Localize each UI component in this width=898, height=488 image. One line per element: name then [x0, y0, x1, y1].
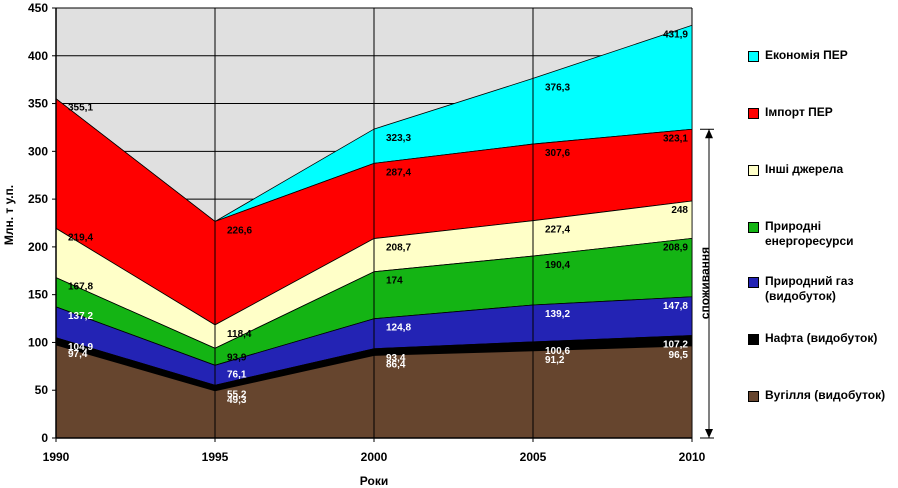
data-labels: 97,4 49,3 86,4 91,2 96,5 104,9 55,2 93,4 100,6 10…: [68, 29, 688, 406]
legend-item: Імпорт ПЕР: [748, 105, 833, 120]
y-tick-label: 50: [35, 383, 49, 397]
legend-swatch: [748, 51, 759, 62]
consumption-bracket-label: споживання: [698, 247, 712, 319]
data-label: 323,1: [663, 133, 688, 144]
data-label: 118,4: [227, 329, 252, 340]
legend-swatch: [748, 165, 759, 176]
x-tick-label: 2010: [679, 450, 706, 464]
legend-label: Природні енергоресурси: [765, 219, 854, 248]
legend-label: Вугілля (видобуток): [765, 388, 886, 402]
data-label: 307,6: [545, 148, 570, 159]
legend-swatch: [748, 391, 759, 402]
y-tick-label: 0: [41, 431, 48, 445]
data-label: 124,8: [386, 323, 411, 334]
legend-swatch: [748, 222, 759, 233]
y-tick-label: 400: [28, 49, 48, 63]
legend-swatch: [748, 334, 759, 345]
data-label: 137,2: [68, 311, 93, 322]
data-label: 93,9: [227, 352, 247, 363]
data-label: 91,2: [545, 355, 565, 366]
data-label: 107,2: [663, 340, 688, 351]
data-label: 431,9: [663, 29, 688, 40]
legend-item: Нафта (видобуток): [748, 331, 877, 346]
x-tick-label: 2000: [361, 450, 388, 464]
legend: Економія ПЕР Імпорт ПЕР Інші джерела Природ…: [748, 0, 898, 488]
legend-item: Вугілля (видобуток): [748, 388, 885, 403]
x-tick-label: 1995: [202, 450, 229, 464]
data-label: 227,4: [545, 225, 570, 236]
bracket-arrow-down: [705, 429, 713, 438]
data-label: 55,2: [227, 389, 247, 400]
legend-label: Природний газ (видобуток): [765, 274, 854, 303]
data-label: 93,4: [386, 353, 406, 364]
axes: [52, 7, 693, 442]
data-label: 248: [671, 205, 688, 216]
y-tick-label: 450: [28, 1, 48, 15]
legend-swatch: [748, 108, 759, 119]
bracket-arrow-up: [705, 129, 713, 139]
y-tick-labels: 0 50 100 150 200 250 300 350 400 450: [28, 1, 48, 445]
series-areas: [55, 8, 693, 439]
data-label: 86,4: [386, 359, 406, 370]
y-axis-title: Млн. т у.п.: [2, 185, 16, 245]
x-tick-labels: 1990 1995 2000 2005 2010: [43, 450, 706, 464]
data-label: 104,9: [68, 342, 93, 353]
legend-swatch: [748, 277, 759, 288]
y-tick-label: 300: [28, 144, 48, 158]
data-label: 167,8: [68, 282, 93, 293]
data-label: 139,2: [545, 309, 570, 320]
data-label: 376,3: [545, 82, 570, 93]
legend-label: Економія ПЕР: [765, 48, 848, 62]
y-tick-label: 150: [28, 288, 48, 302]
consumption-bracket: [700, 128, 714, 439]
y-tick-label: 100: [28, 335, 48, 349]
legend-item: Інші джерела: [748, 162, 843, 177]
data-label: 147,8: [663, 301, 688, 312]
y-tick-label: 250: [28, 192, 48, 206]
data-label: 97,4: [68, 349, 88, 360]
data-label: 49,3: [227, 395, 247, 406]
data-label: 355,1: [68, 103, 93, 114]
y-tick-label: 200: [28, 240, 48, 254]
data-label: 76,1: [227, 369, 247, 380]
data-label: 226,6: [227, 225, 252, 236]
data-label: 100,6: [545, 346, 570, 357]
data-label: 190,4: [545, 260, 570, 271]
data-label: 208,9: [663, 242, 688, 253]
legend-item: Економія ПЕР: [748, 48, 848, 63]
legend-label: Нафта (видобуток): [765, 331, 878, 345]
y-tick-label: 350: [28, 97, 48, 111]
x-tick-label: 1990: [43, 450, 70, 464]
data-label: 208,7: [386, 243, 411, 254]
data-label: 96,5: [669, 350, 689, 361]
legend-label: Інші джерела: [765, 162, 844, 176]
legend-item: Природні енергоресурси: [748, 219, 854, 249]
legend-item: Природний газ (видобуток): [748, 274, 854, 304]
data-label: 287,4: [386, 167, 411, 178]
data-label: 323,3: [386, 133, 411, 144]
x-axis-title: Роки: [360, 474, 388, 488]
data-label: 174: [386, 276, 403, 287]
legend-label: Імпорт ПЕР: [765, 105, 833, 119]
x-tick-label: 2005: [520, 450, 547, 464]
data-label: 219,4: [68, 232, 93, 243]
